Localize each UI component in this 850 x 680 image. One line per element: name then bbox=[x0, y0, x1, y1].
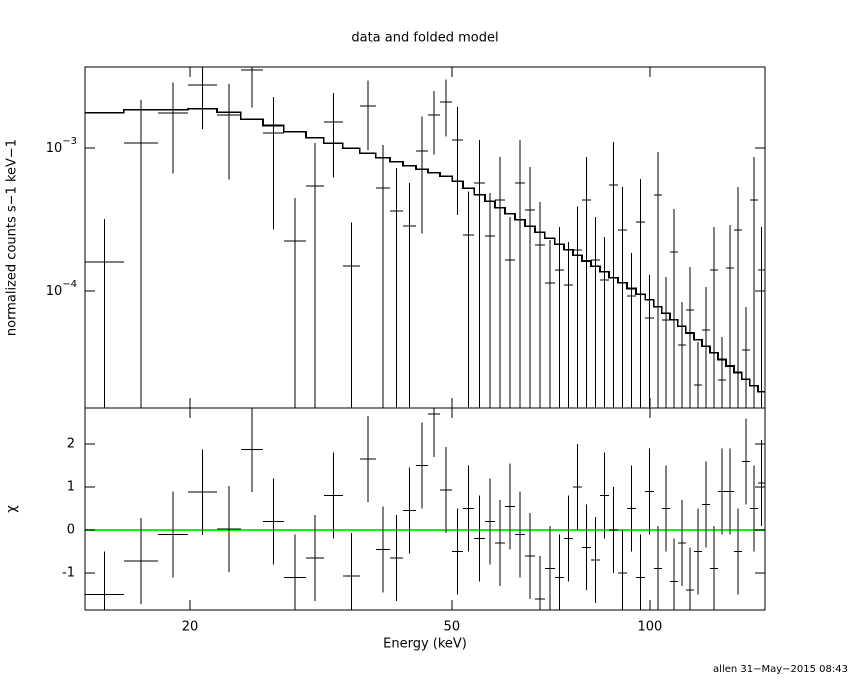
plot-area bbox=[85, 67, 765, 408]
y-axis-label: χ bbox=[5, 505, 20, 513]
y-tick-label: 2 bbox=[67, 437, 75, 452]
frame bbox=[84, 66, 766, 409]
x-axis-label: Energy (keV) bbox=[383, 637, 467, 652]
x-tick-label: 20 bbox=[182, 620, 199, 635]
y-tick-label: 10−4 bbox=[46, 279, 77, 299]
y-tick-label: 10−3 bbox=[46, 136, 77, 156]
x-tick-label: 50 bbox=[444, 620, 461, 635]
x-tick-label: 100 bbox=[637, 620, 662, 635]
y-tick-label: -1 bbox=[62, 566, 75, 581]
y-axis-label: normalized counts s−1 keV−1 bbox=[5, 139, 20, 336]
y-tick-label: 1 bbox=[67, 480, 75, 495]
y-tick-label: 0 bbox=[67, 523, 75, 538]
footer: allen 31−May−2015 08:43 bbox=[713, 664, 848, 675]
model-line bbox=[85, 108, 765, 393]
plot-area bbox=[85, 408, 765, 610]
frame bbox=[84, 407, 766, 611]
chart-title: data and folded model bbox=[351, 31, 498, 46]
